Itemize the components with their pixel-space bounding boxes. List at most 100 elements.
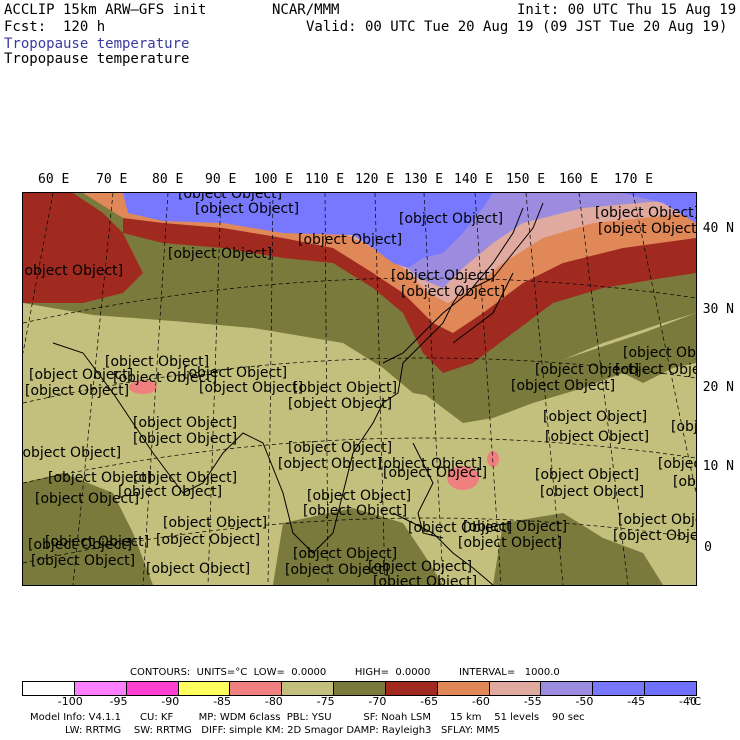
- colorbar-segment: [645, 682, 696, 695]
- colorbar-unit: °C: [688, 695, 702, 708]
- contour-label: [object Object]: [303, 503, 407, 519]
- high-marker: [object Object]: [28, 537, 132, 553]
- colorbar-segment: [334, 682, 386, 695]
- lat-label: 10 N: [702, 459, 734, 474]
- valid-time: Valid: 00 UTC Tue 20 Aug 19 (09 JST Tue …: [306, 19, 728, 35]
- lat-label: 40 N: [702, 221, 734, 236]
- init-time: Init: 00 UTC Thu 15 Aug 19: [517, 2, 737, 18]
- colorbar-segment: [489, 682, 542, 695]
- lat-label: 20 N: [702, 380, 734, 395]
- olive-patch-south: [273, 508, 443, 585]
- high-marker: [object Object]: [29, 367, 133, 383]
- contour-label: [object Object]: [511, 378, 615, 394]
- colorbar-segment: [541, 682, 594, 695]
- colorbar-segment: [385, 682, 438, 695]
- low-marker: [object Object]: [623, 345, 696, 361]
- lon-label: 170 E: [614, 172, 654, 187]
- darkred-band-west: [23, 193, 143, 303]
- salmon-cold-spot: [487, 451, 499, 467]
- colorbar-segment: [178, 682, 231, 695]
- model-title: ACCLIP 15km ARW–GFS init: [4, 2, 207, 18]
- org-label: NCAR/MMM: [272, 2, 340, 18]
- contour-label: [object Object]: [373, 574, 477, 585]
- lon-label: 90 E: [205, 172, 237, 187]
- contour-label: [object Object]: [615, 362, 696, 378]
- contours-info: CONTOURS: UNITS=°C LOW= 0.0000 HIGH= 0.0…: [130, 667, 560, 678]
- low-marker: [object Object]: [535, 467, 639, 483]
- contour-label: [object Object]: [278, 456, 382, 472]
- model-info-line-1: Model Info: V4.1.1 CU: KF MP: WDM 6class…: [30, 712, 585, 723]
- blue-cold-region: [123, 193, 493, 268]
- field-title-1: Tropopause temperature: [4, 36, 190, 52]
- map-canvas: [object Object] [object Object] [object …: [23, 193, 696, 585]
- contour-label: [object Object]: [288, 396, 392, 412]
- high-marker: [object Object]: [288, 440, 392, 456]
- colorbar-segment: [282, 682, 335, 695]
- contour-label: [object Object]: [545, 429, 649, 445]
- lon-label: 60 E: [38, 172, 70, 187]
- contour-label: [object Object]: [598, 221, 696, 237]
- colorbar-segment: [126, 682, 179, 695]
- low-marker: [object Object]: [45, 534, 149, 550]
- colorbar: [22, 681, 697, 696]
- lon-label: 160 E: [559, 172, 599, 187]
- colorbar-segment: [23, 682, 75, 695]
- high-marker: [object Object]: [178, 193, 282, 202]
- contour-label: [object Object]: [118, 484, 222, 500]
- olive-patch-southwest: [23, 473, 153, 585]
- contour-label: [object Object]: [383, 465, 487, 481]
- colorbar-tick-label: -70: [368, 695, 387, 708]
- low-marker: [object Object]: [463, 519, 567, 535]
- colorbar-tick-label: -40: [679, 695, 697, 708]
- lon-label: 120 E: [355, 172, 395, 187]
- contour-label: [object Object]: [23, 445, 121, 461]
- contour-label: [object Object]: [23, 263, 123, 279]
- forecast-hour: Fcst: 120 h: [4, 19, 106, 35]
- contour-label: [object Object]: [673, 474, 696, 490]
- high-marker: [object Object]: [146, 561, 250, 577]
- lon-label: 110 E: [305, 172, 345, 187]
- contour-label: [object Object]: [671, 419, 696, 435]
- lat-label: 30 N: [702, 302, 734, 317]
- lon-label: 80 E: [152, 172, 184, 187]
- salmon-cold-spot: [129, 380, 157, 394]
- colorbar-tick-label: -45: [627, 695, 646, 708]
- colorbar-tick-label: -65: [420, 695, 439, 708]
- colorbar-tick-label: -90: [161, 695, 180, 708]
- colorbar-segment: [593, 682, 646, 695]
- lon-label: 150 E: [506, 172, 546, 187]
- high-marker: [object Object]: [658, 456, 696, 472]
- contour-label: [object Object]: [195, 201, 299, 217]
- lon-label: 70 E: [96, 172, 128, 187]
- lat-label: 0: [704, 540, 712, 555]
- high-marker: [object Object]: [105, 354, 209, 370]
- contour-label: [object Object]: [401, 284, 505, 300]
- low-marker: [object Object]: [48, 470, 152, 486]
- lon-label: 100 E: [254, 172, 294, 187]
- colorbar-segment: [74, 682, 127, 695]
- contour-label: [object Object]: [199, 380, 303, 396]
- high-marker: [object Object]: [618, 512, 696, 528]
- contour-label: [object Object]: [540, 484, 644, 500]
- colorbar-tick-label: -55: [523, 695, 542, 708]
- colorbar-tick-label: -100: [57, 695, 83, 708]
- lon-label: 140 E: [454, 172, 494, 187]
- colorbar-tick-label: -60: [471, 695, 490, 708]
- high-marker: [object Object]: [293, 380, 397, 396]
- contour-label: [object Object]: [25, 383, 129, 399]
- contour-label: [object Object]: [168, 246, 272, 262]
- high-marker: [object Object]: [535, 362, 639, 378]
- contour-label: [object Object]: [285, 562, 389, 578]
- coastlines: [52, 202, 544, 585]
- high-marker: [object Object]: [378, 456, 482, 472]
- high-marker: [object Object]: [595, 205, 696, 221]
- contour-label: [object Object]: [458, 535, 562, 551]
- colorbar-segment: [230, 682, 283, 695]
- contour-label: [object Object]: [31, 553, 135, 569]
- high-marker: [object Object]: [368, 559, 472, 575]
- colorbar-segment: [437, 682, 490, 695]
- contour-label: [object Object]: [613, 528, 696, 544]
- low-marker: [object Object]: [133, 415, 237, 431]
- contour-label: [object Object]: [113, 370, 217, 386]
- contour-label: [object Object]: [156, 532, 260, 548]
